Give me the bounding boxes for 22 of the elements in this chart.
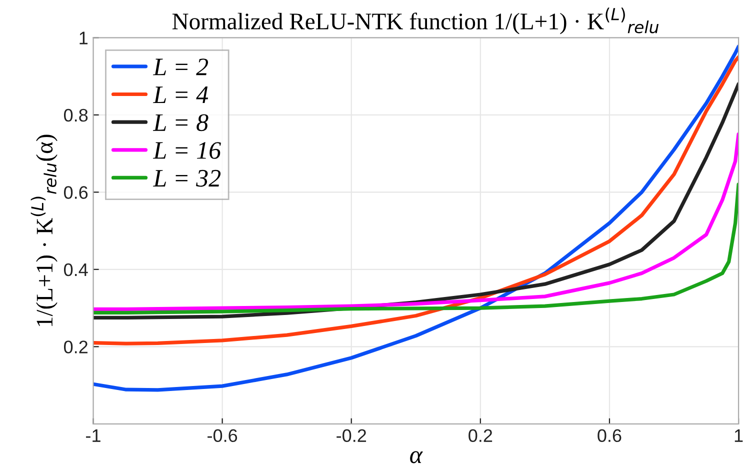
y-axis-title: 1/(L+1) · K$^{(L)}$$_{relu}$(α) <box>30 134 58 326</box>
x-tick-label: -0.2 <box>336 429 366 442</box>
y-tick-label: 0.2 <box>64 340 88 354</box>
y-tick-label: 0.6 <box>64 186 88 199</box>
y-tick-label: 1 <box>80 32 88 44</box>
chart-title: Normalized ReLU-NTK function 1/(L+1) · K$^{(L)}$$_{relu}$ <box>172 8 659 34</box>
line-series <box>93 132 739 311</box>
legend-label: L = 16 <box>152 142 221 159</box>
legend-label: L = 32 <box>152 170 221 187</box>
y-tick-label: 0.4 <box>64 263 88 276</box>
x-tick-label: -1 <box>86 429 100 442</box>
x-axis-title: α <box>410 451 423 464</box>
line-series <box>93 55 739 346</box>
x-tick-label: 0.6 <box>598 429 622 442</box>
legend-label: L = 2 <box>152 58 208 76</box>
x-tick-label: -0.6 <box>208 429 238 442</box>
x-tick-label: 1 <box>734 429 743 442</box>
legend-label: L = 8 <box>152 114 208 132</box>
line-series <box>93 44 739 392</box>
x-tick-label: 0.2 <box>468 429 492 442</box>
y-tick-label: 0.8 <box>64 108 88 122</box>
legend-label: L = 4 <box>152 86 208 104</box>
